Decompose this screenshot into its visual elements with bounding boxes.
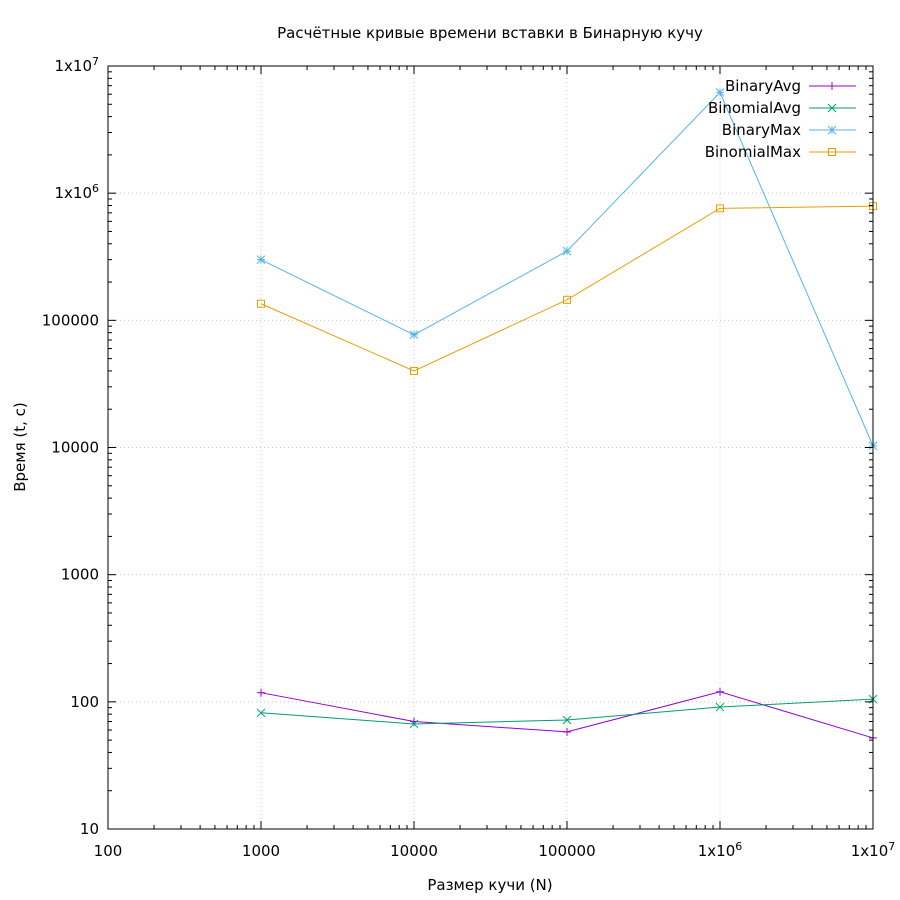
data-point-binomialmax <box>410 366 418 375</box>
legend: BinaryAvg BinomialAvg BinaryMax BinomialMax <box>705 77 856 161</box>
y-tick-label: 1x107 <box>54 55 99 75</box>
y-tick-label-exponent: 7 <box>92 55 99 68</box>
legend-item-binomialmax: BinomialMax <box>705 143 856 161</box>
x-tick-label-base: 1x10 <box>698 842 736 860</box>
legend-marker-binarymax <box>827 125 837 135</box>
x-tick-label: 1x106 <box>698 840 743 860</box>
x-tick-label: 1000 <box>242 842 280 860</box>
series-binomialavg <box>256 694 878 729</box>
data-point-binaryavg <box>716 687 724 696</box>
data-point-binaryavg <box>563 727 571 736</box>
data-point-binaryavg <box>257 688 265 697</box>
y-tick-label-base: 1x10 <box>54 57 92 75</box>
data-point-binomialmax <box>563 295 571 304</box>
data-point-binarymax <box>715 88 725 97</box>
y-tick-label: 1x106 <box>54 182 99 202</box>
data-point-binomialavg <box>562 715 572 725</box>
y-tick-label: 10000 <box>51 439 99 457</box>
data-point-binomialavg <box>409 719 419 729</box>
x-tick-label: 1x107 <box>851 840 896 860</box>
chart-title: Расчётные кривые времени вставки в Бинар… <box>277 24 703 42</box>
x-tick-label-exponent: 6 <box>735 840 742 853</box>
legend-label: BinaryMax <box>722 121 801 139</box>
y-tick-label: 10 <box>80 820 99 838</box>
legend-item-binarymax: BinaryMax <box>722 121 856 139</box>
x-tick-label-base: 1x10 <box>851 842 889 860</box>
legend-label: BinaryAvg <box>725 77 801 95</box>
legend-item-binomialavg: BinomialAvg <box>708 99 856 117</box>
data-point-binarymax <box>562 246 572 256</box>
y-tick-label: 1000 <box>61 566 99 584</box>
x-tick-label: 100000 <box>538 842 595 860</box>
legend-marker-binaryavg <box>828 82 836 90</box>
legend-item-binaryavg: BinaryAvg <box>725 77 856 95</box>
data-point-binomialavg <box>715 702 725 712</box>
data-point-binomialmax <box>716 204 724 213</box>
series-binomialmax <box>257 202 877 375</box>
y-tick-label-base: 1x10 <box>54 184 92 202</box>
legend-label: BinomialMax <box>705 143 801 161</box>
x-axis-label: Размер кучи (N) <box>427 876 552 894</box>
y-axis-label: Время (t, с) <box>11 402 29 492</box>
y-tick-label-exponent: 6 <box>92 182 99 195</box>
y-tick-label: 100 <box>70 693 99 711</box>
series-line-binomialmax <box>260 205 874 372</box>
data-point-binarymax <box>256 255 266 265</box>
data-point-binomialmax <box>257 299 265 308</box>
x-tick-label: 10000 <box>390 842 438 860</box>
x-tick-label-exponent: 7 <box>888 840 895 853</box>
x-tick-label: 100 <box>94 842 123 860</box>
y-tick-label: 100000 <box>42 311 99 329</box>
legend-label: BinomialAvg <box>708 99 801 117</box>
plot-series <box>256 88 878 742</box>
axis-ticks: 100 1000 10000 100000 1x106 1x107101001000100… <box>42 55 896 860</box>
data-point-binomialavg <box>256 708 266 718</box>
series-binarymax <box>256 88 878 451</box>
legend-marker-binomialavg <box>827 103 837 113</box>
data-point-binarymax <box>409 330 419 340</box>
legend-marker-binomialmax <box>828 148 836 156</box>
